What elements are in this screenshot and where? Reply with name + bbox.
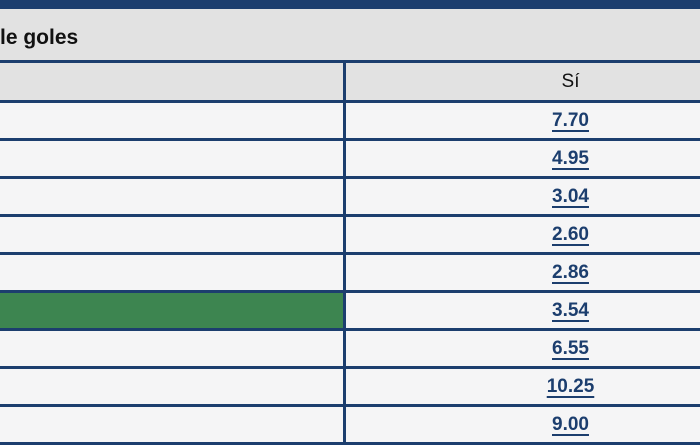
selection-label-cell [0, 331, 346, 366]
selection-label-cell [0, 217, 346, 252]
selection-label-cell [0, 103, 346, 138]
odds-row: 7.70 [0, 103, 700, 141]
odds-link[interactable]: 3.54 [552, 299, 589, 321]
odds-link[interactable]: 10.25 [546, 375, 595, 397]
odds-cell[interactable]: 10.25 [346, 369, 700, 404]
odds-cell[interactable]: 4.95 [346, 141, 700, 176]
odds-row: 9.00 [0, 407, 700, 445]
odds-cell[interactable]: 3.04 [346, 179, 700, 214]
odds-link[interactable]: 9.00 [552, 413, 589, 435]
odds-row: 10.25 [0, 369, 700, 407]
odds-cell[interactable]: 2.60 [346, 217, 700, 252]
odds-row: 3.54 [0, 293, 700, 331]
odds-link[interactable]: 2.60 [552, 223, 589, 245]
market-title: le goles [0, 25, 79, 49]
si-column-header: Sí [561, 70, 580, 92]
selection-label-cell [0, 141, 346, 176]
odds-link[interactable]: 3.04 [552, 185, 589, 207]
odds-link[interactable]: 4.95 [552, 147, 589, 169]
market-title-band: le goles [0, 9, 700, 60]
odds-cell[interactable]: 3.54 [346, 293, 700, 328]
table-header-row: Sí [0, 63, 700, 103]
selection-label-cell [0, 255, 346, 290]
odds-cell[interactable]: 9.00 [346, 407, 700, 442]
odds-cell[interactable]: 6.55 [346, 331, 700, 366]
selection-label-cell [0, 179, 346, 214]
odds-table: Sí 7.70 4.95 3.04 2.60 2.86 3. [0, 60, 700, 445]
odds-rows-container: 7.70 4.95 3.04 2.60 2.86 3.54 6. [0, 103, 700, 445]
top-navy-bar [0, 0, 700, 9]
selection-label-cell [0, 293, 346, 328]
odds-row: 3.04 [0, 179, 700, 217]
odds-row: 2.60 [0, 217, 700, 255]
odds-link[interactable]: 2.86 [552, 261, 589, 283]
odds-row: 4.95 [0, 141, 700, 179]
selection-label-cell [0, 407, 346, 442]
odds-link[interactable]: 6.55 [552, 337, 589, 359]
selection-label-cell [0, 369, 346, 404]
odds-row: 6.55 [0, 331, 700, 369]
header-label-cell [0, 63, 346, 100]
odds-row: 2.86 [0, 255, 700, 293]
odds-cell[interactable]: 7.70 [346, 103, 700, 138]
odds-cell[interactable]: 2.86 [346, 255, 700, 290]
odds-link[interactable]: 7.70 [552, 109, 589, 131]
header-si-cell: Sí [346, 63, 700, 100]
